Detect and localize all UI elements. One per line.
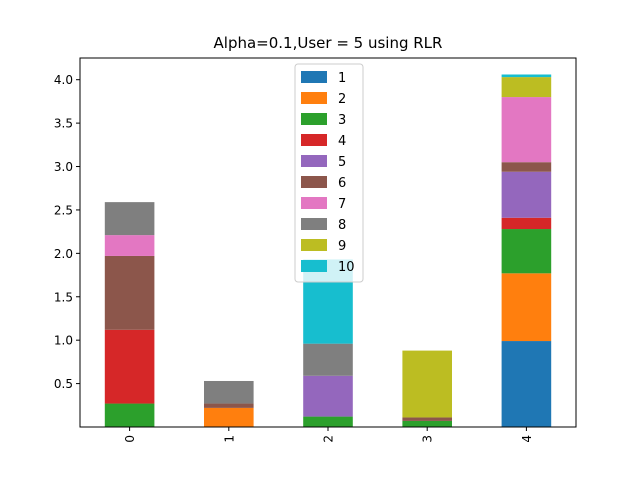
legend-label-9: 9 xyxy=(338,239,346,254)
bar-segment-cat3-series6 xyxy=(402,417,452,421)
bar-segment-cat0-series3 xyxy=(104,403,155,427)
legend-label-4: 4 xyxy=(338,134,346,149)
bar-segment-cat2-series5 xyxy=(303,375,353,417)
y-tick-label: 1.5 xyxy=(54,290,73,304)
y-tick-label: 4.0 xyxy=(54,73,73,87)
legend-label-8: 8 xyxy=(338,218,346,233)
legend-label-6: 6 xyxy=(338,176,346,191)
y-tick-label: 2.0 xyxy=(54,247,73,261)
bar-segment-cat1-series8 xyxy=(204,380,254,404)
legend-swatch-8 xyxy=(301,218,327,230)
bar-segment-cat1-series2 xyxy=(204,407,254,427)
x-tick-label: 0 xyxy=(123,435,137,443)
bar-segment-cat4-series6 xyxy=(501,162,552,172)
y-tick-label: 1.0 xyxy=(54,334,73,348)
legend-swatch-6 xyxy=(301,176,327,188)
bar-segment-cat0-series8 xyxy=(104,202,155,236)
bar-segment-cat0-series6 xyxy=(104,255,155,330)
legend-swatch-4 xyxy=(301,134,327,146)
bar-segment-cat0-series7 xyxy=(104,235,155,256)
x-tick-label: 4 xyxy=(520,435,534,443)
bar-segment-cat4-series9 xyxy=(501,77,552,98)
bar-segment-cat4-series7 xyxy=(501,97,552,163)
bar-segment-cat4-series5 xyxy=(501,171,552,218)
legend-swatch-1 xyxy=(301,71,327,83)
legend-swatch-3 xyxy=(301,113,327,125)
bar-segment-cat1-series6 xyxy=(204,403,254,408)
y-axis: 0.5 1.0 1.5 2.0 2.5 3.0 3.5 4.0 xyxy=(54,73,80,391)
legend-swatch-5 xyxy=(301,155,327,167)
y-tick-label: 2.5 xyxy=(54,203,73,217)
bar-segment-cat2-series3 xyxy=(303,416,353,427)
bar-segment-cat4-series4 xyxy=(501,217,552,230)
legend-swatch-9 xyxy=(301,239,327,251)
legend-swatch-10 xyxy=(301,260,327,272)
legend-label-2: 2 xyxy=(338,92,346,107)
bar-segment-cat3-series3 xyxy=(402,420,452,427)
y-tick-label: 0.5 xyxy=(54,377,73,391)
x-tick-label: 3 xyxy=(421,435,435,443)
legend-label-3: 3 xyxy=(338,113,346,128)
legend: 1 2 3 4 5 6 7 8 9 10 xyxy=(294,63,364,283)
y-tick-label: 3.5 xyxy=(54,117,73,131)
x-tick-label: 2 xyxy=(322,435,336,443)
legend-swatch-2 xyxy=(301,92,327,104)
x-axis: 0 1 2 3 4 xyxy=(123,427,534,443)
bar-segment-cat4-series1 xyxy=(501,341,552,427)
y-tick-label: 3.0 xyxy=(54,160,73,174)
x-tick-label: 1 xyxy=(222,435,236,443)
bars-layer xyxy=(104,74,552,427)
legend-label-7: 7 xyxy=(338,197,346,212)
bar-segment-cat0-series4 xyxy=(104,329,155,404)
bar-segment-cat3-series9 xyxy=(402,350,452,418)
legend-swatch-7 xyxy=(301,197,327,209)
legend-label-5: 5 xyxy=(338,155,346,170)
bar-segment-cat2-series8 xyxy=(303,343,353,376)
bar-segment-cat4-series10 xyxy=(501,74,552,78)
chart-title: Alpha=0.1,User = 5 using RLR xyxy=(214,34,443,52)
bar-segment-cat4-series2 xyxy=(501,273,552,342)
legend-label-1: 1 xyxy=(338,71,346,86)
bar-segment-cat4-series3 xyxy=(501,229,552,274)
legend-label-10: 10 xyxy=(338,260,355,275)
